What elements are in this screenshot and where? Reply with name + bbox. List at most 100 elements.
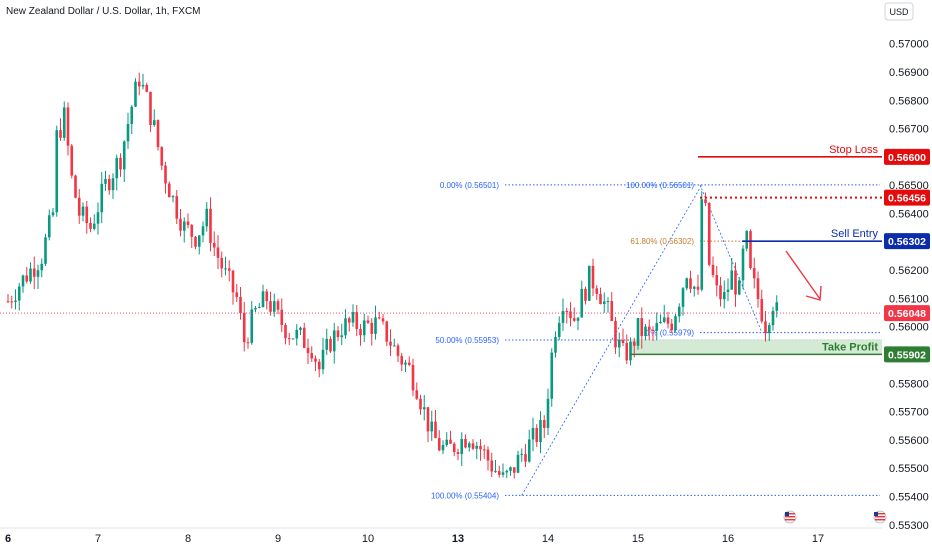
price-tag[interactable] (884, 189, 930, 206)
candle-body (704, 199, 707, 204)
candle-body (302, 327, 306, 348)
candle-body (130, 106, 134, 125)
price-tick-label: 0.56000 (889, 322, 929, 334)
candle-body (137, 81, 141, 87)
level-name-label: Stop Loss (829, 144, 878, 156)
candle-body (126, 124, 130, 142)
candle-body (629, 341, 632, 361)
candle-body (119, 157, 122, 170)
price-axis[interactable]: 0.570000.569000.568000.567000.565000.564… (889, 39, 929, 532)
candle-body (156, 120, 160, 148)
candle-body (344, 318, 347, 336)
price-tick-label: 0.56700 (889, 124, 929, 136)
candle-body (422, 407, 426, 410)
candle-body (355, 312, 359, 329)
candle-body (539, 420, 542, 443)
candle-body (257, 307, 261, 309)
down-arrow-icon (785, 250, 821, 300)
candle-body (269, 301, 272, 312)
candle-body (625, 343, 629, 361)
candle-body (362, 320, 366, 336)
candle-body (501, 472, 505, 475)
candle-body (224, 268, 227, 270)
candle-body (644, 326, 647, 337)
candle-body (47, 215, 51, 238)
candle-body (452, 443, 456, 452)
candle-body (32, 268, 36, 277)
price-tick-label: 0.56500 (889, 180, 929, 192)
candle-body (359, 328, 362, 336)
price-tag[interactable] (884, 233, 930, 250)
candle-body (280, 309, 284, 325)
candle-body (610, 301, 614, 322)
candle-body (104, 178, 107, 184)
candle-body (561, 310, 565, 323)
price-tag[interactable] (884, 148, 930, 165)
candle-body (546, 398, 550, 428)
candle-body (535, 427, 539, 443)
candle-body (242, 313, 246, 343)
time-axis[interactable]: 6 7 8 9 10 13 14 15 16 17 (0, 527, 882, 545)
candle-body (396, 345, 400, 356)
price-tick-label: 0.55700 (889, 407, 929, 419)
candle-body (197, 235, 201, 247)
candle-body (722, 291, 726, 300)
candle-body (745, 231, 749, 249)
candle-body (595, 288, 599, 294)
candle-body (640, 318, 644, 337)
candle-body (741, 248, 745, 281)
candle-body (167, 183, 171, 198)
candle-body (59, 130, 62, 138)
us-flag-icon (783, 510, 797, 524)
price-tag[interactable] (884, 305, 930, 322)
time-tick-label: 17 (812, 533, 824, 545)
candle-body (85, 206, 89, 223)
candle-body (220, 257, 224, 269)
candle-body (216, 247, 220, 258)
candle-body (677, 306, 681, 317)
candle-body (272, 301, 276, 312)
candle-body (426, 407, 430, 432)
candle-body (29, 268, 32, 282)
candle-body (299, 327, 302, 330)
price-tick-label: 0.55500 (889, 463, 929, 475)
candle-body (239, 296, 242, 314)
arrow-head-icon (805, 285, 822, 301)
candle-body (520, 454, 524, 456)
candle-body (370, 322, 374, 334)
candle-body (482, 449, 486, 451)
candle-body (10, 301, 14, 303)
candle-body (572, 318, 576, 321)
candle-body (6, 301, 10, 303)
candle-body (531, 427, 535, 440)
candle-body (276, 301, 280, 310)
candle-body (96, 212, 100, 224)
candle-body (591, 265, 595, 289)
currency-label: USD (889, 7, 909, 17)
candle-body (81, 206, 85, 216)
candle-body (205, 208, 209, 227)
candle-body (36, 270, 40, 277)
candle-body (685, 278, 689, 289)
price-tag[interactable] (884, 346, 930, 363)
us-flag-icon (873, 510, 887, 524)
candle-body (557, 322, 561, 338)
candle-body (134, 81, 137, 107)
candle-body (599, 293, 602, 305)
currency-button[interactable]: USD (884, 2, 914, 21)
candle-body (614, 321, 617, 348)
price-tick-label: 0.55300 (889, 520, 929, 532)
chart-title: New Zealand Dollar / U.S. Dollar, 1h, FX… (6, 6, 201, 17)
time-tick-label: 14 (542, 533, 554, 545)
candle-body (494, 471, 497, 473)
candle-body (726, 289, 730, 292)
time-tick-label: 7 (95, 533, 101, 545)
candle-body (321, 349, 325, 370)
trade-levels[interactable]: Stop Loss 0.56600 0.56456 Sell Entry 0.56302… (0, 144, 930, 363)
price-tag-label: 0.56456 (888, 193, 926, 205)
candle-body (115, 157, 119, 179)
candle-body (329, 338, 332, 352)
candle-body (692, 286, 696, 289)
